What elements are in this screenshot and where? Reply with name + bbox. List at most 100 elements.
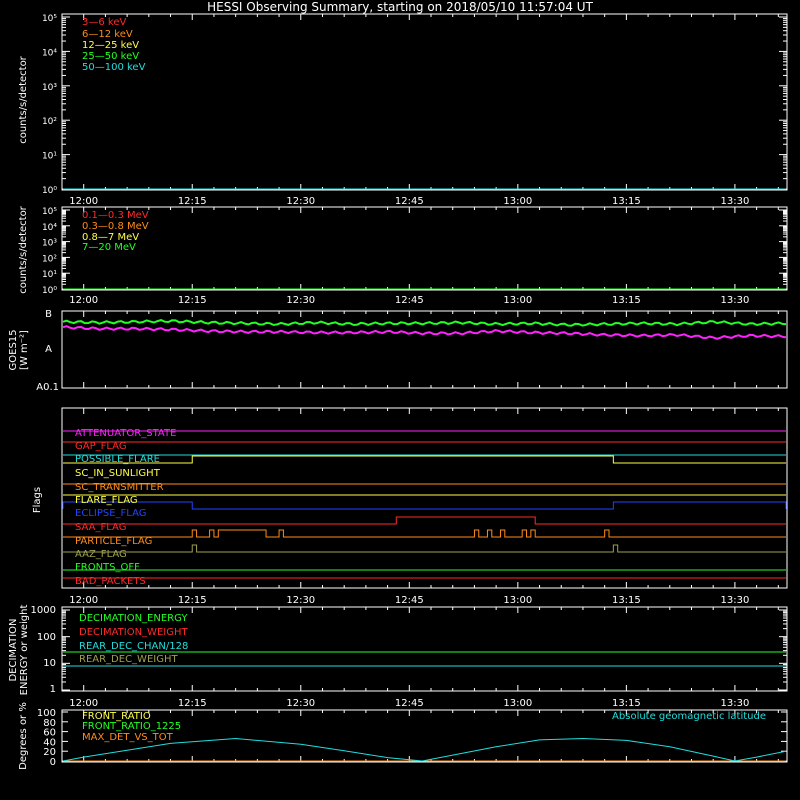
y-tick-label: 60 xyxy=(43,728,56,739)
x-tick-label: 12:15 xyxy=(178,595,207,606)
legend-front-ratio-1225: FRONT_RATIO_1225 xyxy=(82,721,181,732)
count-rates-axes xyxy=(61,13,788,191)
high-energy-axes xyxy=(61,206,788,291)
x-tick-label: 13:30 xyxy=(720,295,749,306)
y-tick-label: 10¹ xyxy=(42,270,57,280)
flag-line xyxy=(63,544,786,553)
flag-line xyxy=(62,501,787,510)
goes-ylabel-units: [W m⁻²] xyxy=(19,330,30,370)
chart-title: HESSI Observing Summary, starting on 201… xyxy=(207,0,593,14)
x-tick-label: 12:45 xyxy=(395,196,424,207)
x-tick-label: 12:00 xyxy=(69,698,98,709)
y-tick-label: 10³ xyxy=(42,239,57,249)
goes-green-series xyxy=(62,319,787,327)
legend-decimation-weight: DECIMATION_WEIGHT xyxy=(79,627,188,638)
ratios-ylabel: Degrees or % xyxy=(18,702,29,770)
x-tick-label: 12:45 xyxy=(395,295,424,306)
x-tick-label: 13:15 xyxy=(612,698,641,709)
x-tick-label: 12:30 xyxy=(286,698,315,709)
high-energy-y-ticks: 10⁰ 10¹ 10² 10³ 10⁴ 10⁵ xyxy=(42,207,787,296)
flag-label-possible-flare: POSSIBLE_FLARE xyxy=(75,454,160,465)
goes-axes xyxy=(61,310,788,389)
goes-magenta-series xyxy=(62,325,787,340)
legend-0-8-7-mev: 0.8—7 MeV xyxy=(82,232,139,243)
legend-front-ratio: FRONT_RATIO xyxy=(82,711,151,722)
decimation-ytick-100: 100 xyxy=(37,632,56,643)
y-tick-label: 80 xyxy=(43,718,56,729)
x-tick-label: 12:45 xyxy=(395,698,424,709)
flag-label-gap-flag: GAP_FLAG xyxy=(75,441,127,452)
flags-lines xyxy=(62,430,787,579)
y-tick-label: 10² xyxy=(42,117,57,127)
goes-panel: B A A0.1 GOES15 [W m⁻²] xyxy=(8,309,788,393)
decimation-ylabel: DECIMATION xyxy=(8,618,19,681)
flag-label-bad-packets: BAD_PACKETS xyxy=(75,576,146,587)
legend-0-3-0-8-mev: 0.3—0.8 MeV xyxy=(82,221,149,232)
legend-geomagnetic-latitude: Absolute geomagnetic latitude xyxy=(612,711,766,722)
x-tick-label: 12:00 xyxy=(69,196,98,207)
flag-label-flare-flag: FLARE_FLAG xyxy=(75,495,138,506)
x-tick-label: 13:15 xyxy=(612,595,641,606)
flag-label-particle-flag: PARTICLE_FLAG xyxy=(75,536,152,547)
flag-line xyxy=(63,516,786,525)
x-tick-label: 13:30 xyxy=(720,698,749,709)
x-tick-label: 13:15 xyxy=(612,196,641,207)
decimation-ylabel-2: ENERGY or weight xyxy=(19,605,30,696)
legend-7-20-mev: 7—20 MeV xyxy=(82,242,136,253)
y-tick-label: 40 xyxy=(43,737,56,748)
legend-rear-dec-chan: REAR_DEC_CHAN/128 xyxy=(79,641,188,652)
legend-6-12-kev: 6—12 keV xyxy=(82,29,133,40)
x-tick-label: 13:15 xyxy=(612,295,641,306)
flag-label-sc-transmitter: SC_TRANSMITTER xyxy=(75,482,164,493)
flag-line xyxy=(63,455,786,464)
x-tick-label: 13:00 xyxy=(503,698,532,709)
flag-line xyxy=(63,529,786,538)
decimation-axes xyxy=(61,606,788,692)
y-tick-label: 10⁵ xyxy=(42,14,57,24)
goes-ytick-a01: A0.1 xyxy=(36,382,59,393)
count-rates-ylabel: counts/s/detector xyxy=(18,55,29,143)
y-tick-label: 10³ xyxy=(42,83,57,93)
decimation-ytick-1000: 1000 xyxy=(31,605,56,616)
decimation-ticks xyxy=(62,609,787,691)
flags-labels: ATTENUATOR_STATE GAP_FLAG POSSIBLE_FLARE… xyxy=(75,428,176,587)
count-rates-legend: 3—6 keV 6—12 keV 12—25 keV 25—50 keV 50—… xyxy=(82,17,146,73)
flags-panel: 12:00 12:15 12:30 12:45 13:00 13:15 13:30 Flag… xyxy=(32,407,788,606)
legend-max-det-vs-tot: MAX_DET_VS_TOT xyxy=(82,732,174,743)
x-tick-label: 13:00 xyxy=(503,196,532,207)
x-tick-label: 12:15 xyxy=(178,196,207,207)
x-tick-label: 12:15 xyxy=(178,295,207,306)
y-tick-label: 10⁰ xyxy=(42,186,57,196)
flags-axes xyxy=(61,407,788,589)
x-tick-label: 13:30 xyxy=(720,595,749,606)
goes-ytick-a: A xyxy=(45,344,52,355)
y-tick-label: 10⁴ xyxy=(42,48,57,58)
y-tick-label: 10⁵ xyxy=(42,207,57,217)
y-tick-label: 10⁴ xyxy=(42,223,57,233)
ratios-legend: FRONT_RATIO FRONT_RATIO_1225 MAX_DET_VS_… xyxy=(82,711,766,743)
x-tick-label: 12:30 xyxy=(286,196,315,207)
x-tick-label: 12:15 xyxy=(178,698,207,709)
goes-ticks xyxy=(83,311,779,388)
legend-rear-dec-weight: REAR_DEC_WEIGHT xyxy=(79,654,178,665)
flag-label-sc-in-sunlight: SC_IN_SUNLIGHT xyxy=(75,468,161,479)
high-energy-ylabel: counts/s/detector xyxy=(18,205,29,293)
y-tick-label: 100 xyxy=(37,708,56,719)
x-tick-label: 12:30 xyxy=(286,295,315,306)
legend-decimation-energy: DECIMATION_ENERGY xyxy=(79,613,188,624)
x-tick-label: 13:00 xyxy=(503,295,532,306)
y-tick-label: 20 xyxy=(43,747,56,758)
flags-ylabel: Flags xyxy=(32,487,43,513)
flags-x-ticks: 12:00 12:15 12:30 12:45 13:00 13:15 13:30 xyxy=(69,408,779,606)
count-rates-x-ticks: 12:00 12:15 12:30 12:45 13:00 13:15 13:30 xyxy=(69,14,779,207)
decimation-legend: DECIMATION_ENERGY DECIMATION_WEIGHT REAR… xyxy=(79,613,188,665)
x-tick-label: 12:00 xyxy=(69,295,98,306)
flag-label-attenuator-state: ATTENUATOR_STATE xyxy=(75,428,176,439)
y-tick-label: 10⁰ xyxy=(42,286,57,296)
goes-ytick-b: B xyxy=(45,309,52,320)
legend-3-6-kev: 3—6 keV xyxy=(82,17,126,28)
decimation-ytick-1: 1 xyxy=(50,684,56,695)
high-energy-legend: 0.1—0.3 MeV 0.3—0.8 MeV 0.8—7 MeV 7—20 M… xyxy=(82,210,149,253)
